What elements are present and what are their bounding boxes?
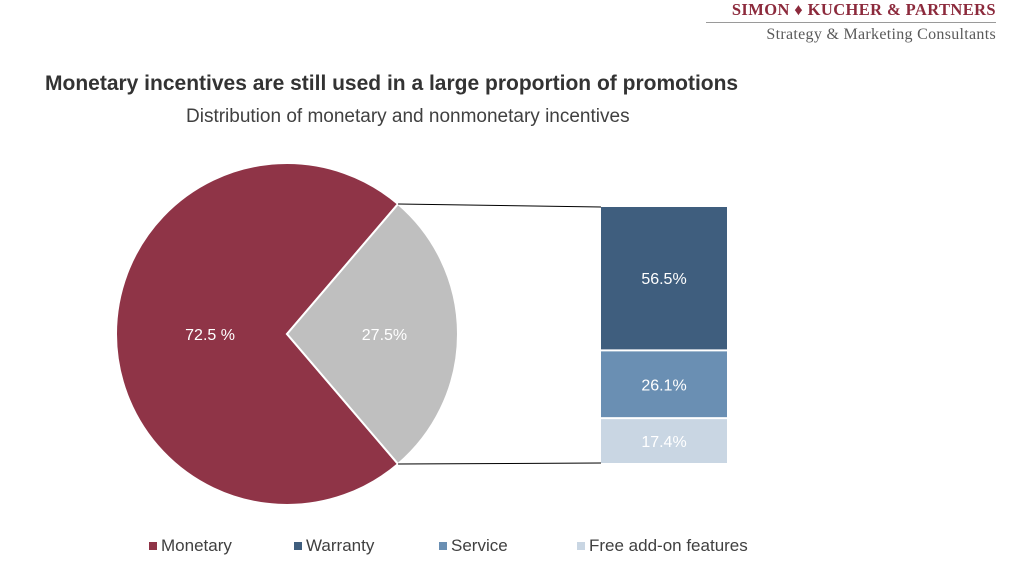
pie-slice-label: 27.5%	[362, 327, 407, 344]
legend-label: Warranty	[306, 536, 375, 555]
pie-slice-nonmonetary	[285, 202, 459, 466]
legend-label: Service	[451, 536, 508, 555]
connector-line-top	[398, 203, 602, 208]
bar-segment-label: 17.4%	[641, 434, 686, 451]
legend-item: Free add-on features	[577, 536, 748, 556]
legend-swatch	[294, 542, 302, 550]
bar-segment-warranty	[601, 207, 727, 350]
connector-line-bottom	[398, 462, 602, 465]
legend-swatch	[439, 542, 447, 550]
legend-swatch	[149, 542, 157, 550]
bar-segment-label: 56.5%	[641, 271, 686, 288]
brand-name: SIMON ♦ KUCHER & PARTNERS	[731, 0, 996, 19]
legend-item: Service	[439, 536, 508, 556]
bar-segment-service	[601, 351, 727, 418]
chart-title: Monetary incentives are still used in a …	[45, 72, 739, 95]
pie-slice-label: 72.5 %	[185, 327, 235, 344]
legend-swatch	[577, 542, 585, 550]
brand-tagline: Strategy & Marketing Consultants	[766, 26, 996, 43]
brand-logo: SIMON ♦ KUCHER & PARTNERS Strategy & Mar…	[706, 0, 996, 44]
legend-item: Warranty	[294, 536, 374, 556]
legend-label: Monetary	[161, 536, 232, 555]
brand-divider	[706, 22, 996, 23]
legend-label: Free add-on features	[589, 536, 748, 555]
chart-legend: Monetary Warranty Service Free add-on featu…	[0, 536, 1018, 560]
bar-segment-label: 26.1%	[641, 377, 686, 394]
bar-segment-free-add-on-features	[601, 419, 727, 463]
chart-subtitle: Distribution of monetary and nonmonetary…	[186, 106, 630, 127]
pie-slice-monetary	[115, 162, 400, 506]
legend-item: Monetary	[149, 536, 232, 556]
